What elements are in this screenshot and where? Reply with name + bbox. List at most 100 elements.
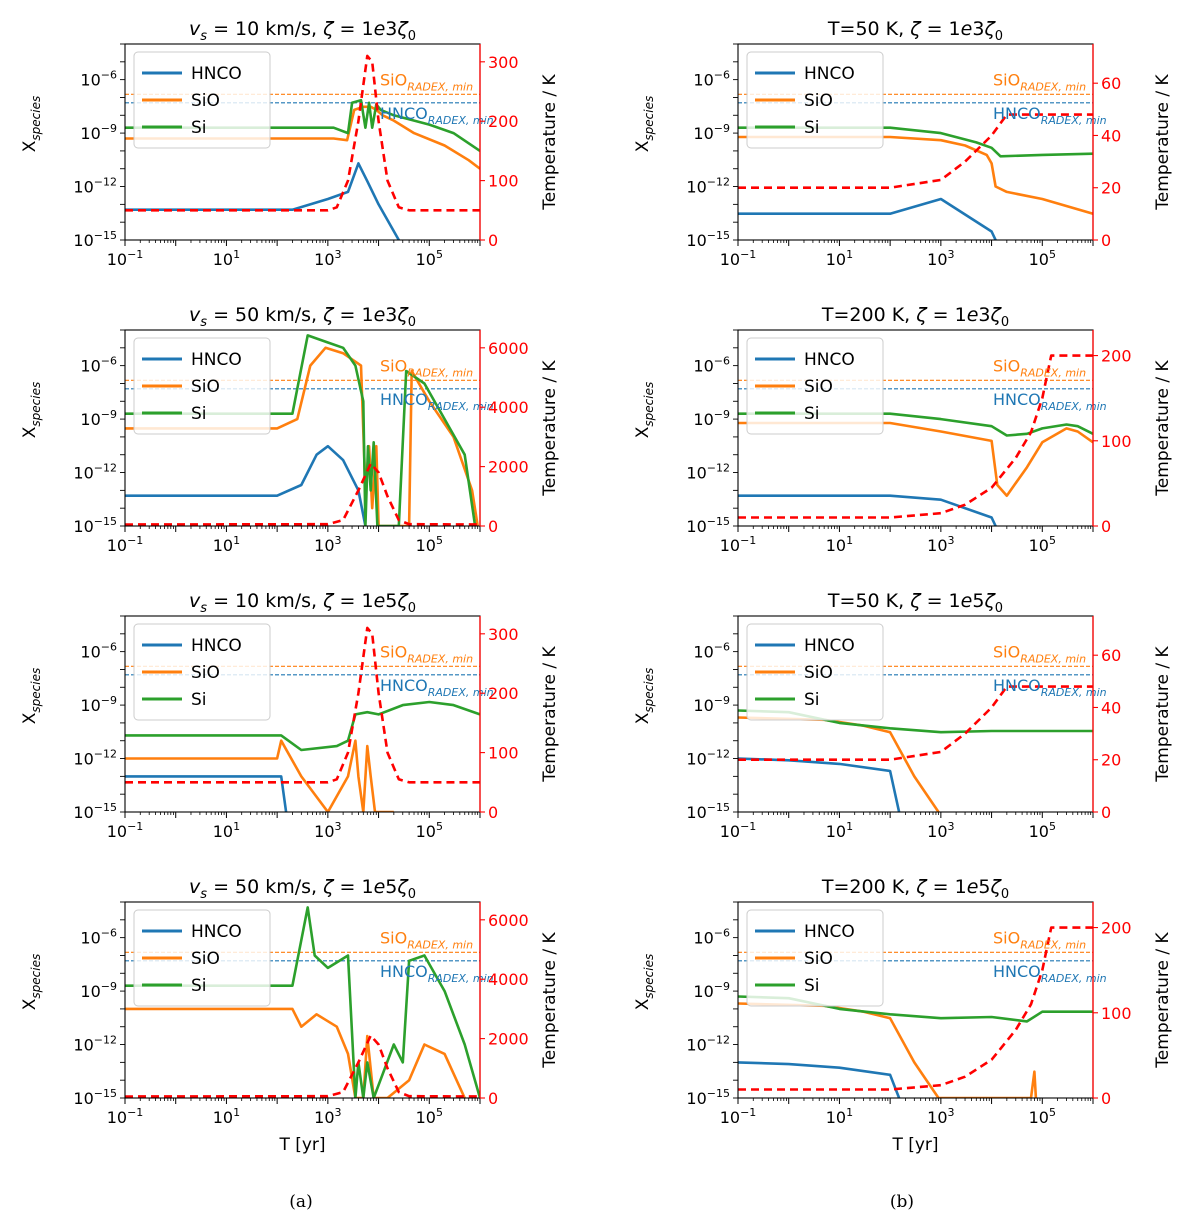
y-tick-label: 10−15 [73, 229, 117, 250]
y2-tick-label: 0 [488, 231, 498, 250]
y2-axis-label: Temperature / K [1153, 359, 1173, 496]
y2-axis-label: Temperature / K [540, 931, 560, 1068]
sio-threshold-label: SiORADEX, min [380, 70, 473, 93]
legend-label-sio: SiO [804, 949, 833, 969]
x-tick-label: 105 [1029, 248, 1056, 269]
y-tick-label: 10−9 [693, 122, 730, 143]
y2-tick-label: 60 [1101, 74, 1121, 93]
x-tick-label: 10−1 [107, 820, 144, 841]
x-tick-label: 10−1 [107, 248, 144, 269]
x-tick-label: 103 [927, 534, 954, 555]
x-tick-label: 101 [826, 534, 853, 555]
y2-tick-label: 0 [1101, 1089, 1111, 1108]
legend: HNCO SiO Si [746, 909, 884, 1007]
x-tick-label: 103 [314, 534, 341, 555]
hnco-threshold-label: HNCORADEX, min [993, 390, 1107, 413]
legend-label-si: Si [191, 404, 207, 424]
y-tick-label: 10−15 [73, 1087, 117, 1108]
x-tick-label: 10−1 [720, 248, 757, 269]
y-tick-label: 10−9 [693, 694, 730, 715]
y2-axis-label: Temperature / K [1153, 73, 1173, 210]
plot-title: vs = 10 km/s, ζ = 1e3ζ0 [189, 18, 416, 44]
hnco-threshold-label: HNCORADEX, min [380, 390, 494, 413]
series-hnco-line [738, 1061, 901, 1098]
plot-title: vs = 50 km/s, ζ = 1e3ζ0 [189, 304, 416, 330]
x-tick-label: 103 [314, 1106, 341, 1127]
y2-axis-label: Temperature / K [1153, 645, 1173, 782]
series-sio-line [125, 739, 394, 812]
y-axis-label: Xspecies [20, 382, 43, 438]
y2-axis-label: Temperature / K [1153, 931, 1173, 1068]
series-temperature-line [125, 462, 480, 526]
y-tick-label: 10−9 [80, 122, 117, 143]
plot-title: T=200 K, ζ = 1e5ζ0 [821, 876, 1009, 902]
legend-label-hnco: HNCO [191, 350, 242, 370]
x-tick-label: 105 [416, 1106, 443, 1127]
y-tick-label: 10−15 [686, 801, 730, 822]
y2-tick-label: 6000 [488, 339, 529, 358]
legend: HNCO SiO Si [133, 51, 271, 149]
y2-tick-label: 200 [488, 684, 519, 703]
x-tick-label: 10−1 [720, 820, 757, 841]
hnco-threshold-label: HNCORADEX, min [380, 676, 494, 699]
hnco-threshold-label: HNCORADEX, min [993, 676, 1107, 699]
y2-axis-label: Temperature / K [540, 73, 560, 210]
y-axis-label: Xspecies [20, 954, 43, 1010]
y-tick-label: 10−12 [686, 176, 730, 197]
legend-label-sio: SiO [191, 91, 220, 111]
x-tick-label: 10−1 [720, 534, 757, 555]
series-temperature-line [738, 113, 1093, 189]
y2-axis-label: Temperature / K [540, 645, 560, 782]
y2-tick-label: 200 [1101, 919, 1132, 938]
y2-tick-label: 100 [488, 172, 519, 191]
y2-tick-label: 200 [1101, 347, 1132, 366]
y-tick-label: 10−6 [80, 927, 117, 948]
panel-b1: T=50 K, ζ = 1e3ζ0 SiORADEX, min HNCORADEX,… [633, 18, 1173, 269]
panel-a3: vs = 10 km/s, ζ = 1e5ζ0 SiORADEX, min HNCO… [20, 590, 560, 841]
legend-label-hnco: HNCO [191, 64, 242, 84]
series-temperature-line [125, 54, 480, 212]
series-temperature-line [125, 1034, 480, 1098]
sio-threshold-label: SiORADEX, min [380, 356, 473, 379]
hnco-threshold-label: HNCORADEX, min [380, 104, 494, 127]
legend-label-hnco: HNCO [804, 64, 855, 84]
series-temperature-line [738, 685, 1093, 761]
y-tick-label: 10−6 [80, 69, 117, 90]
legend-label-si: Si [804, 404, 820, 424]
y2-tick-label: 0 [1101, 803, 1111, 822]
series-si-line [125, 700, 480, 752]
y2-tick-label: 6000 [488, 911, 529, 930]
x-tick-label: 101 [213, 820, 240, 841]
legend: HNCO SiO Si [746, 337, 884, 435]
legend: HNCO SiO Si [133, 337, 271, 435]
series-si-line [125, 906, 480, 1098]
y2-tick-label: 40 [1101, 126, 1121, 145]
series-hnco-line [125, 162, 400, 240]
series-hnco-line [738, 494, 997, 526]
x-tick-label: 105 [416, 248, 443, 269]
x-tick-label: 103 [927, 820, 954, 841]
y2-tick-label: 0 [1101, 517, 1111, 536]
y2-tick-label: 0 [488, 803, 498, 822]
y2-axis-label: Temperature / K [540, 359, 560, 496]
x-tick-label: 105 [416, 820, 443, 841]
series-si-line [125, 334, 477, 526]
y2-tick-label: 200 [488, 112, 519, 131]
y-axis-label: Xspecies [633, 668, 656, 724]
y2-tick-label: 4000 [488, 398, 529, 417]
y-tick-label: 10−12 [686, 462, 730, 483]
y2-tick-label: 4000 [488, 970, 529, 989]
y2-tick-label: 300 [488, 53, 519, 72]
x-tick-label: 105 [416, 534, 443, 555]
legend-label-sio: SiO [804, 663, 833, 683]
legend-label-si: Si [191, 976, 207, 996]
sio-threshold-label: SiORADEX, min [993, 928, 1086, 951]
y-tick-label: 10−6 [80, 355, 117, 376]
y-axis-label: Xspecies [20, 96, 43, 152]
y-tick-label: 10−9 [80, 694, 117, 715]
legend-box [133, 337, 271, 435]
x-tick-label: 105 [1029, 820, 1056, 841]
x-tick-label: 10−1 [107, 534, 144, 555]
hnco-threshold-label: HNCORADEX, min [380, 962, 494, 985]
sio-threshold-label: SiORADEX, min [993, 70, 1086, 93]
